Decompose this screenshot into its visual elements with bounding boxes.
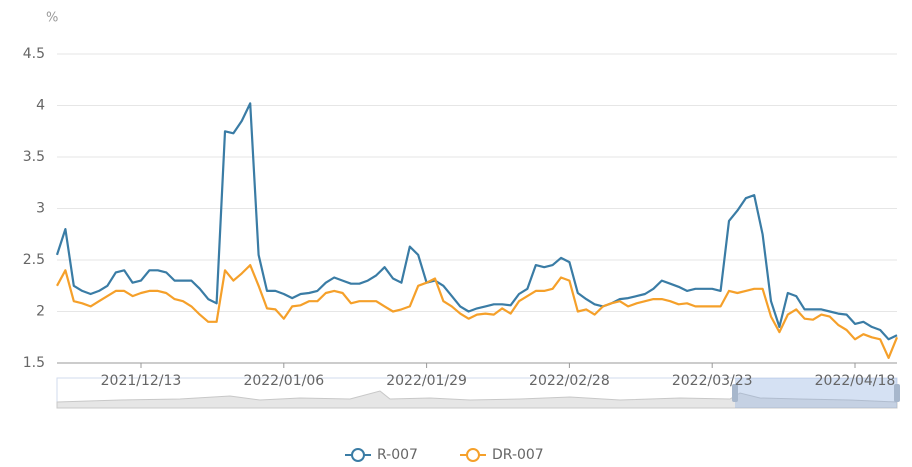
y-axis-label: % <box>46 11 58 26</box>
y-tick-label: 4.5 <box>23 46 45 62</box>
legend-item[interactable]: DR-007 <box>460 447 544 463</box>
y-tick-label: 1.5 <box>23 355 45 371</box>
legend-label: DR-007 <box>492 447 544 463</box>
zoom-window[interactable] <box>735 378 897 408</box>
y-tick-label: 3.5 <box>23 149 45 165</box>
line-series <box>55 102 898 341</box>
y-tick-label: 2 <box>36 304 45 320</box>
x-tick-label: 2021/12/13 <box>101 373 182 389</box>
legend-symbol <box>351 448 365 462</box>
x-tick-label: 2022/02/28 <box>529 373 610 389</box>
x-tick-label: 2022/01/29 <box>386 373 467 389</box>
zoom-handle[interactable] <box>732 384 738 402</box>
x-tick-label: 2022/03/23 <box>672 373 753 389</box>
x-tick-label: 2022/04/18 <box>815 373 896 389</box>
y-tick-label: 3 <box>36 201 45 217</box>
zoom-shadow <box>56 390 898 409</box>
line-series <box>56 264 899 359</box>
zoom-handle[interactable] <box>894 384 900 402</box>
x-tick-label: 2022/01/06 <box>243 373 324 389</box>
legend-label: R-007 <box>377 447 418 463</box>
legend-item[interactable]: R-007 <box>345 447 418 463</box>
data-zoom[interactable] <box>56 377 900 409</box>
y-tick-label: 2.5 <box>23 252 45 268</box>
legend-symbol <box>466 448 480 462</box>
y-tick-label: 4 <box>36 98 45 114</box>
